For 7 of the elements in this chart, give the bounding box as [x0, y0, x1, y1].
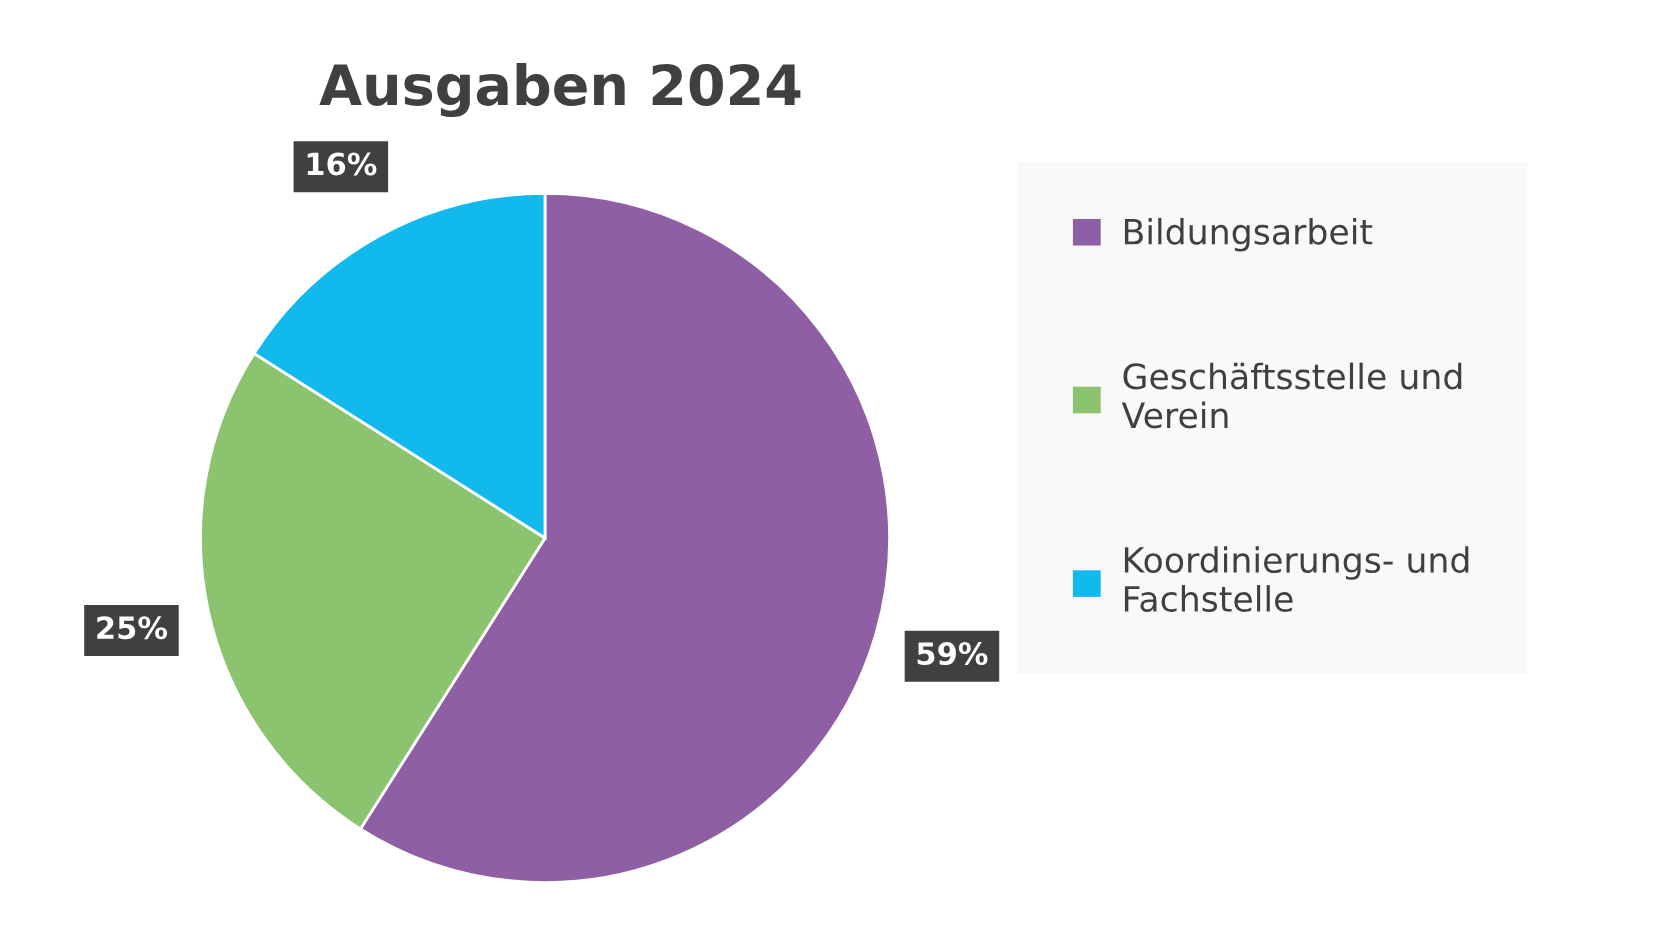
- legend-label: Geschäftsstelle und Verein: [1121, 362, 1462, 429]
- chart-title: Ausgaben 2024: [319, 62, 801, 118]
- legend-label: Bildungsarbeit: [1124, 217, 1373, 252]
- legend-label: Koordinierungs- und Fachstelle: [1124, 546, 1469, 612]
- data-label: 59%: [917, 641, 988, 666]
- data-label: 16%: [307, 152, 377, 176]
- data-label: 25%: [97, 616, 168, 640]
